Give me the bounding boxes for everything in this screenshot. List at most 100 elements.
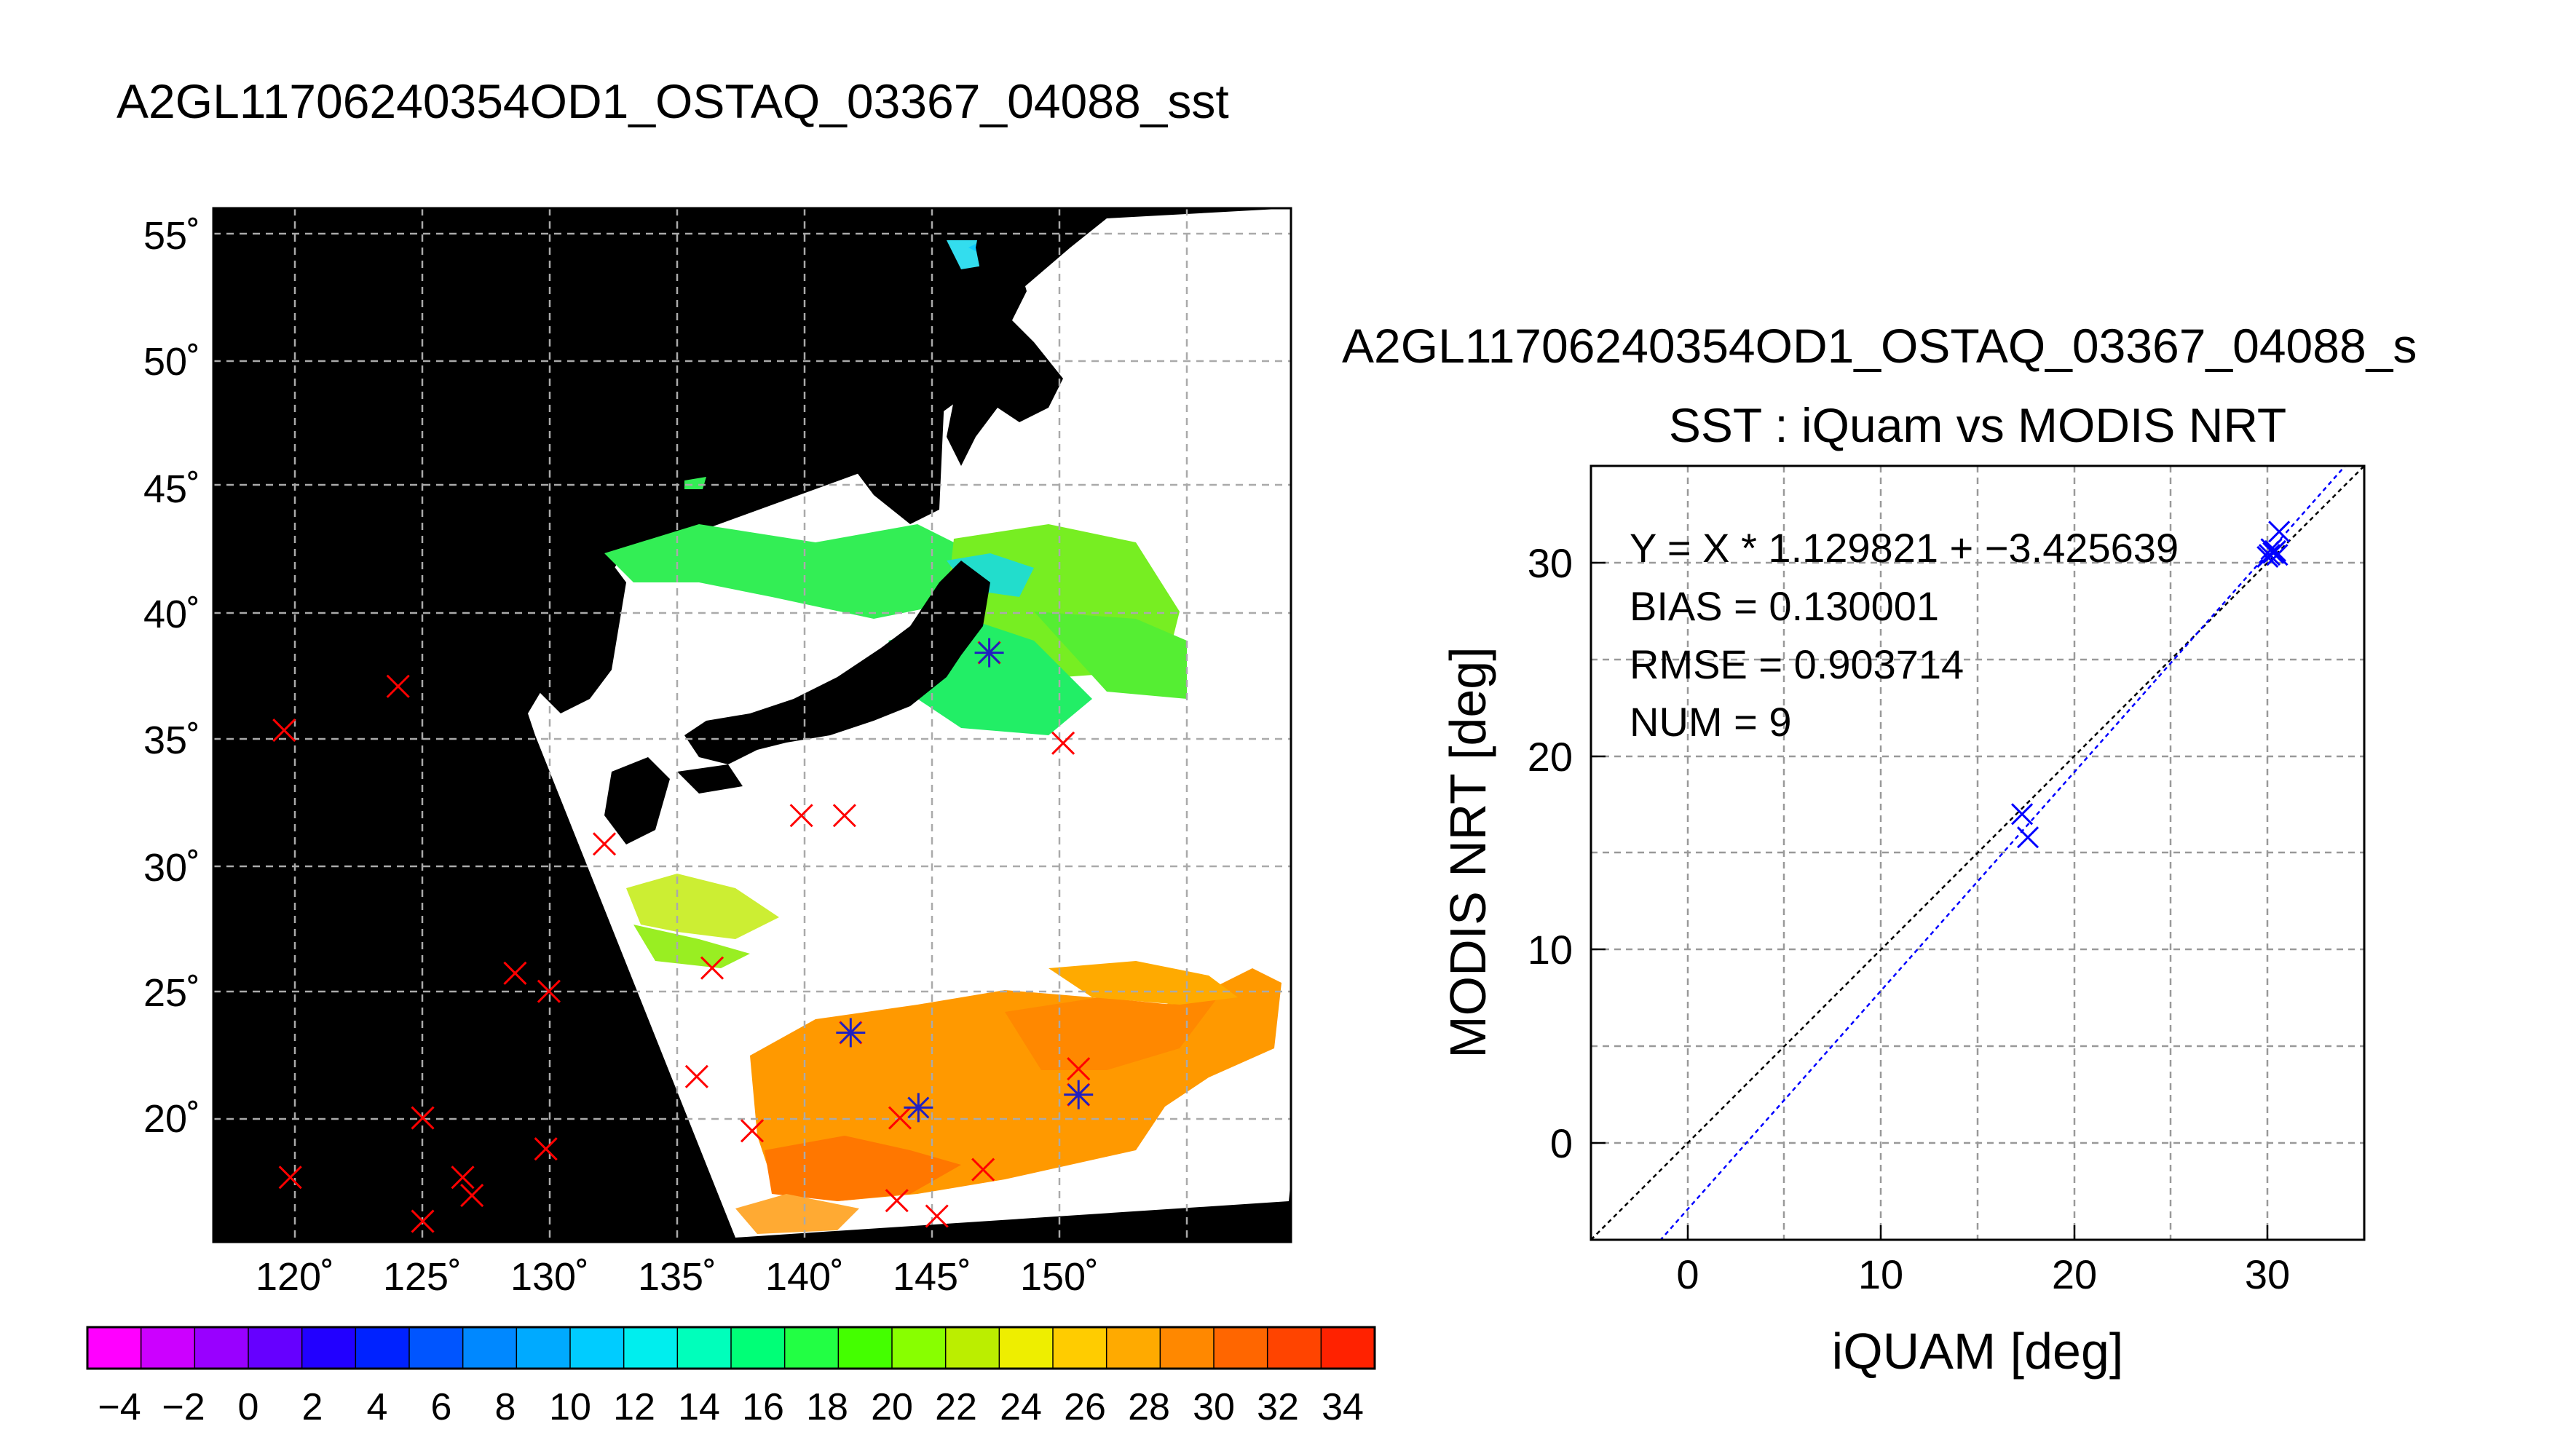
buoy-marker (684, 1064, 708, 1088)
colorbar-tick-label: −2 (162, 1386, 205, 1428)
colorbar-tick-label: 28 (1128, 1386, 1170, 1428)
buoy-marker (885, 1189, 909, 1213)
colorbar-tick-label: 24 (1000, 1386, 1042, 1428)
colorbar-cell (462, 1327, 517, 1369)
scatter-point (2258, 544, 2280, 566)
colorbar-cell (141, 1327, 195, 1369)
colorbar-tick-label: 20 (871, 1386, 913, 1428)
scatter-point (2011, 803, 2034, 826)
buoy-marker (411, 1209, 435, 1233)
colorbar-tick-label: 2 (302, 1386, 323, 1428)
colorbar-tick-label: 32 (1257, 1386, 1299, 1428)
map-lat-labels: 55˚ 50˚ 45˚ 40˚ 35˚ 30˚ 25˚ 20˚ (143, 214, 200, 1141)
y-tick-label: 0 (1550, 1120, 1573, 1166)
lon-tick-label: 140˚ (765, 1255, 844, 1299)
lat-tick-label: 45˚ (143, 467, 200, 511)
sst-patches (604, 240, 1282, 1234)
colorbar-cell (731, 1327, 786, 1369)
colorbar-cell (677, 1327, 732, 1369)
scatter-point (2016, 826, 2039, 849)
scatter-point (2264, 539, 2286, 562)
x-tick-label: 0 (1676, 1251, 1699, 1297)
map-frame (212, 207, 1292, 1243)
colorbar-tick-label: 26 (1064, 1386, 1106, 1428)
colorbar-cell (999, 1327, 1054, 1369)
x-tick-label: 30 (2245, 1251, 2290, 1297)
buoy-marker (592, 832, 617, 856)
colorbar-tick-label: 34 (1322, 1386, 1364, 1428)
lon-tick-label: 150˚ (1020, 1255, 1099, 1299)
scatter-point (2268, 521, 2291, 543)
buoy-marker (451, 1166, 475, 1190)
colorbar-cell (409, 1327, 464, 1369)
scatter-points (2011, 521, 2291, 849)
page-title: A2GL11706240354OD1_OSTAQ_03367_04088_sst (117, 74, 1229, 128)
buoy-marker (888, 1106, 912, 1130)
colorbar: −4 −2 0 2 4 6 8 10 12 14 16 18 20 22 24 … (86, 1326, 1376, 1428)
lon-tick-label: 120˚ (256, 1255, 334, 1299)
match-marker (836, 1018, 866, 1048)
colorbar-cell (516, 1327, 571, 1369)
colorbar-tick-label: 18 (806, 1386, 848, 1428)
buoy-marker (1067, 1057, 1091, 1081)
colorbar-cell (194, 1327, 249, 1369)
buoy-marker (460, 1184, 484, 1208)
scatter-panel: Y = X * 1.129821 + −3.425639 BIAS = 0.13… (1590, 464, 2366, 1241)
lon-tick-label: 135˚ (638, 1255, 716, 1299)
match-marker (904, 1093, 933, 1123)
scatter-xlabel: iQUAM [deg] (1832, 1323, 2124, 1380)
lon-tick-label: 125˚ (383, 1255, 462, 1299)
lon-tick-label: 145˚ (893, 1255, 971, 1299)
colorbar-cell (892, 1327, 947, 1369)
buoy-marker (971, 1158, 995, 1182)
colorbar-tick-label: 14 (678, 1386, 720, 1428)
scatter-y-labels: 0 10 20 30 (1528, 540, 1573, 1166)
stats-rmse: RMSE = 0.903714 (1630, 641, 1964, 687)
colorbar-cell (1267, 1327, 1322, 1369)
scatter-grid (1591, 466, 2364, 1240)
scatter-point (2266, 544, 2289, 566)
buoy-marker (534, 1137, 558, 1161)
lat-tick-label: 55˚ (143, 214, 200, 258)
colorbar-tick-label: 16 (742, 1386, 784, 1428)
y-tick-label: 10 (1528, 927, 1573, 973)
colorbar-cell (248, 1327, 303, 1369)
colorbar-cell (945, 1327, 1000, 1369)
colorbar-labels: −4 −2 0 2 4 6 8 10 12 14 16 18 20 22 24 … (98, 1386, 1364, 1428)
stats-fit: Y = X * 1.129821 + −3.425639 (1630, 525, 2179, 571)
colorbar-frame (86, 1326, 1376, 1370)
lat-tick-label: 35˚ (143, 719, 200, 762)
colorbar-cell (1106, 1327, 1161, 1369)
colorbar-cell (1160, 1327, 1215, 1369)
colorbar-cell (623, 1327, 678, 1369)
fit-line (1659, 466, 2347, 1240)
colorbar-cell (838, 1327, 893, 1369)
land-masses (532, 211, 1063, 844)
colorbar-cell (301, 1327, 356, 1369)
lon-tick-label: 130˚ (510, 1255, 589, 1299)
scatter-frame (1590, 464, 2366, 1241)
buoy-marker (537, 979, 561, 1003)
colorbar-tick-label: 12 (613, 1386, 655, 1428)
x-tick-label: 20 (2052, 1251, 2097, 1297)
scatter-minor-ticks (1591, 561, 2269, 1240)
identity-line (1591, 466, 2364, 1240)
y-tick-label: 20 (1528, 734, 1573, 780)
buoy-marker (925, 1204, 949, 1228)
colorbar-tick-label: −4 (98, 1386, 141, 1428)
scatter-x-labels: 0 10 20 30 (1676, 1251, 2290, 1297)
buoy-marker (832, 804, 856, 828)
stats-num: NUM = 9 (1630, 699, 1792, 745)
map-grid (213, 208, 1291, 1242)
map-lon-labels: 120˚ 125˚ 130˚ 135˚ 140˚ 145˚ 150˚ (256, 1255, 1099, 1299)
scatter-title: SST : iQuam vs MODIS NRT (1669, 398, 2286, 452)
map-panel (212, 207, 1292, 1243)
colorbar-cell (1321, 1327, 1375, 1369)
buoy-marker (789, 804, 813, 828)
map-markers (272, 638, 1094, 1233)
match-marker (974, 638, 1004, 668)
scatter-ylabel: MODIS NRT [deg] (1440, 646, 1496, 1058)
buoy-marker (740, 1119, 765, 1143)
buoy-marker (700, 956, 724, 980)
